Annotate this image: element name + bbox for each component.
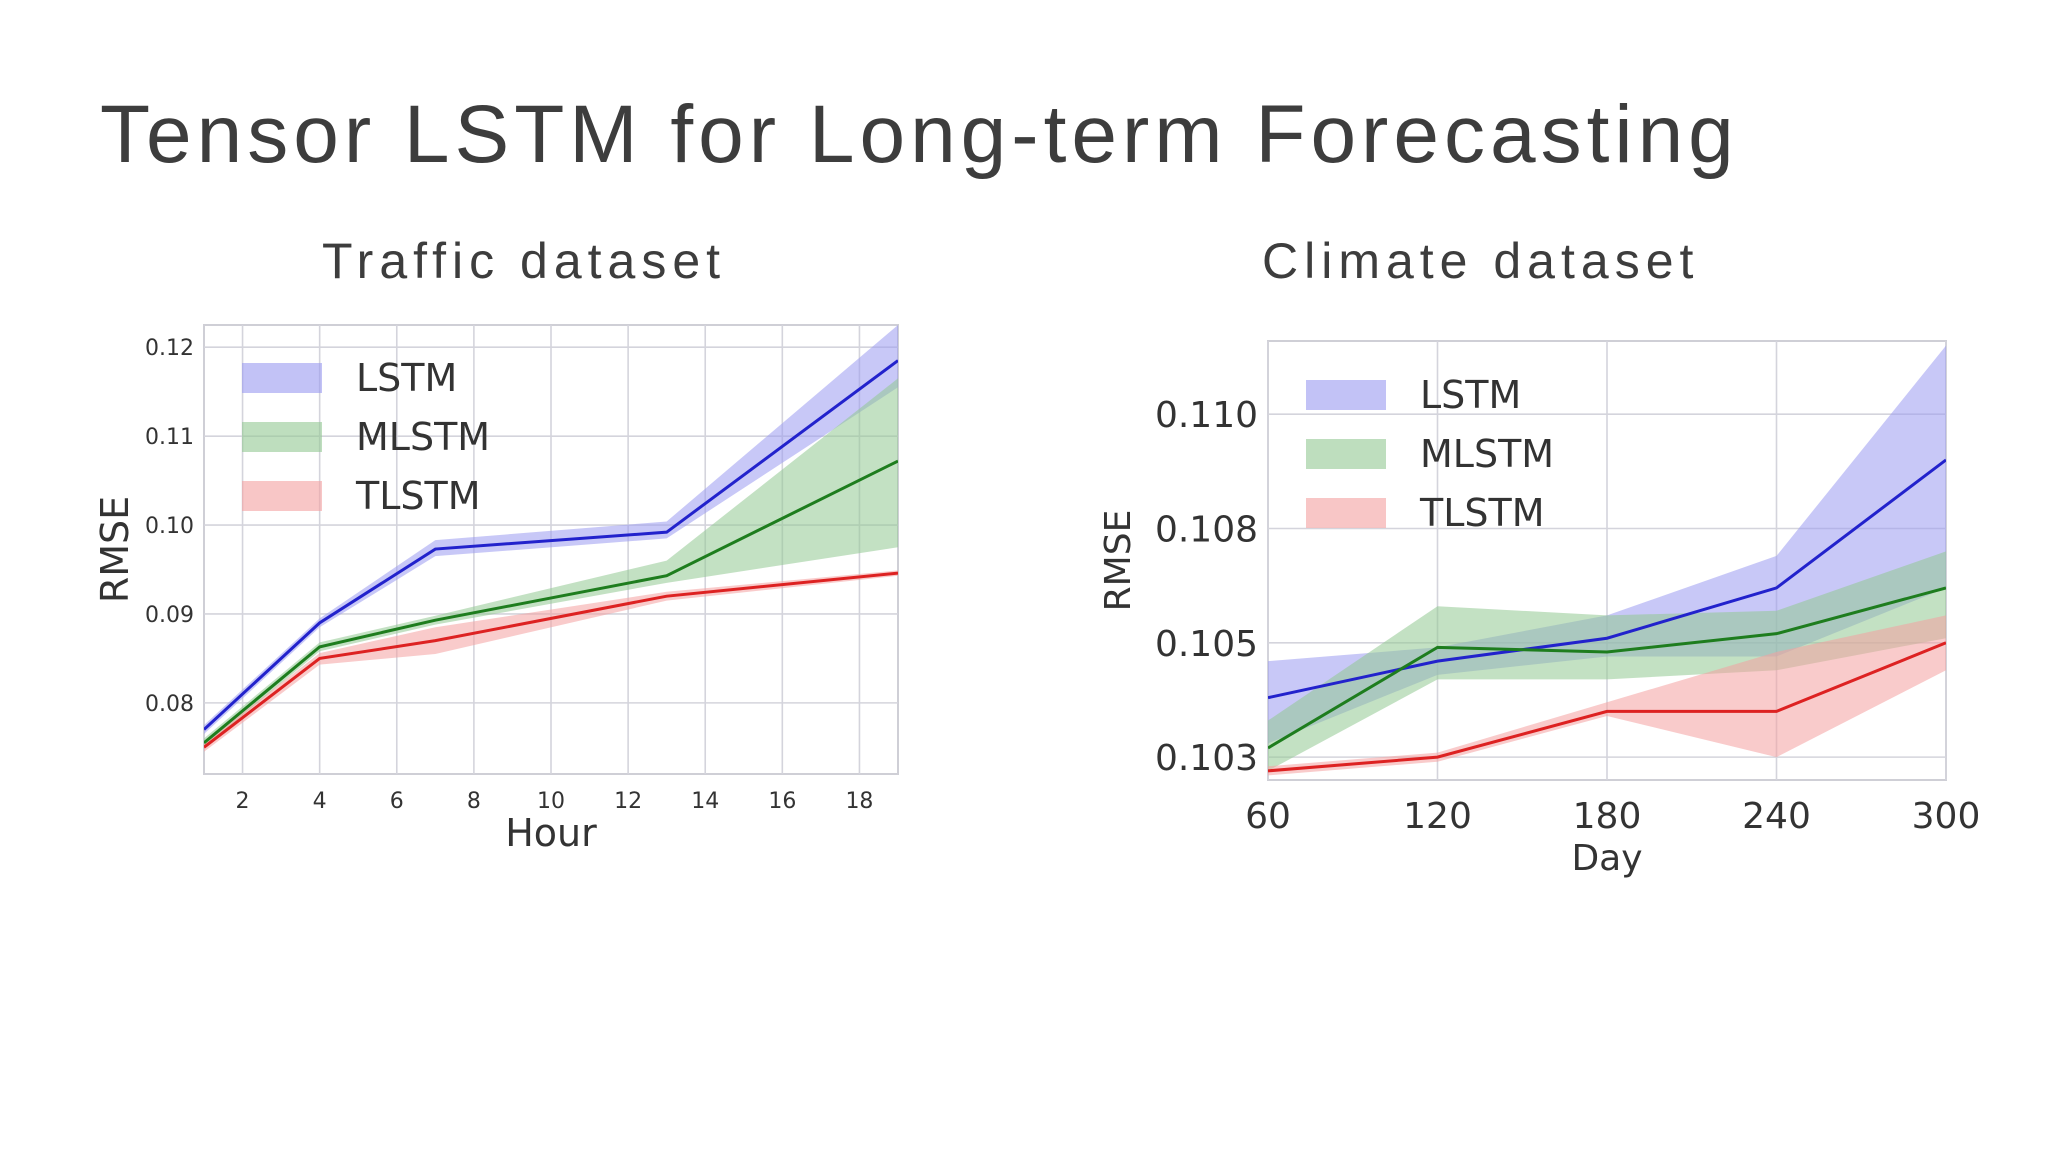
lstm-legend-label: LSTM bbox=[356, 356, 457, 400]
x-axis-label: Day bbox=[1571, 838, 1642, 879]
x-tick-label: 120 bbox=[1403, 796, 1472, 837]
tlstm-legend-label: TLSTM bbox=[355, 474, 481, 518]
x-tick-label: 60 bbox=[1245, 796, 1291, 837]
y-tick-label: 0.09 bbox=[145, 603, 194, 628]
lstm-legend-label: LSTM bbox=[1420, 373, 1521, 417]
mlstm-line bbox=[1268, 586, 1946, 750]
mlstm-legend-swatch bbox=[242, 422, 322, 452]
x-axis-label: Hour bbox=[505, 811, 597, 855]
series-group bbox=[204, 325, 898, 752]
slide-title: Tensor LSTM for Long-term Forecasting bbox=[100, 89, 1739, 180]
x-tick-label: 4 bbox=[313, 789, 327, 814]
x-tick-label: 18 bbox=[845, 789, 873, 814]
x-tick-label: 180 bbox=[1573, 796, 1642, 837]
y-tick-label: 0.105 bbox=[1155, 624, 1258, 665]
y-tick-label: 0.08 bbox=[145, 692, 194, 717]
mlstm-legend-swatch bbox=[1306, 439, 1386, 469]
tlstm-legend-swatch bbox=[242, 481, 322, 511]
tlstm-confidence-band bbox=[204, 570, 898, 752]
lstm-legend-swatch bbox=[242, 363, 322, 393]
mlstm-legend-label: MLSTM bbox=[1420, 432, 1554, 476]
x-tick-label: 300 bbox=[1912, 796, 1981, 837]
lstm-line bbox=[1268, 458, 1946, 700]
lstm-line bbox=[204, 359, 898, 731]
tlstm-confidence-band bbox=[1268, 615, 1946, 776]
x-tick-label: 240 bbox=[1742, 796, 1811, 837]
x-tick-label: 16 bbox=[768, 789, 796, 814]
series-group bbox=[1268, 345, 1946, 776]
tlstm-legend-swatch bbox=[1306, 498, 1386, 528]
y-tick-label: 0.12 bbox=[145, 336, 194, 361]
lstm-legend-swatch bbox=[1306, 380, 1386, 410]
tlstm-line bbox=[1268, 641, 1946, 773]
mlstm-line bbox=[204, 459, 898, 745]
climate-chart-title: Climate dataset bbox=[1262, 233, 1700, 289]
y-tick-label: 0.110 bbox=[1155, 395, 1258, 436]
mlstm-legend-label: MLSTM bbox=[356, 415, 490, 459]
traffic-chart-title: Traffic dataset bbox=[322, 233, 727, 289]
y-tick-label: 0.108 bbox=[1155, 509, 1258, 550]
tlstm-line bbox=[204, 571, 898, 749]
x-tick-label: 12 bbox=[614, 789, 642, 814]
x-tick-label: 14 bbox=[691, 789, 719, 814]
mlstm-confidence-band bbox=[204, 378, 898, 748]
tlstm-legend-label: TLSTM bbox=[1419, 491, 1545, 535]
y-axis-label: RMSE bbox=[1098, 510, 1139, 612]
x-tick-label: 6 bbox=[390, 789, 404, 814]
x-tick-label: 10 bbox=[537, 789, 565, 814]
y-axis-label: RMSE bbox=[93, 496, 137, 603]
y-tick-label: 0.103 bbox=[1155, 738, 1258, 779]
y-tick-label: 0.10 bbox=[145, 514, 194, 539]
y-tick-label: 0.11 bbox=[145, 425, 194, 450]
mlstm-confidence-band bbox=[1268, 551, 1946, 771]
x-tick-label: 2 bbox=[236, 789, 250, 814]
x-tick-label: 8 bbox=[467, 789, 481, 814]
